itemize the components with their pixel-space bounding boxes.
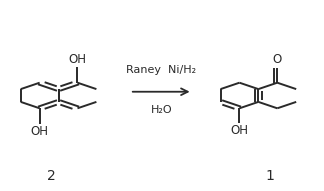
Text: OH: OH [68, 53, 87, 66]
Text: 1: 1 [265, 169, 274, 183]
Text: OH: OH [230, 124, 249, 137]
Text: H₂O: H₂O [150, 105, 172, 115]
Text: Raney  Ni/H₂: Raney Ni/H₂ [126, 65, 196, 75]
Text: OH: OH [31, 125, 49, 138]
Text: 2: 2 [47, 169, 55, 183]
Text: O: O [273, 53, 282, 66]
